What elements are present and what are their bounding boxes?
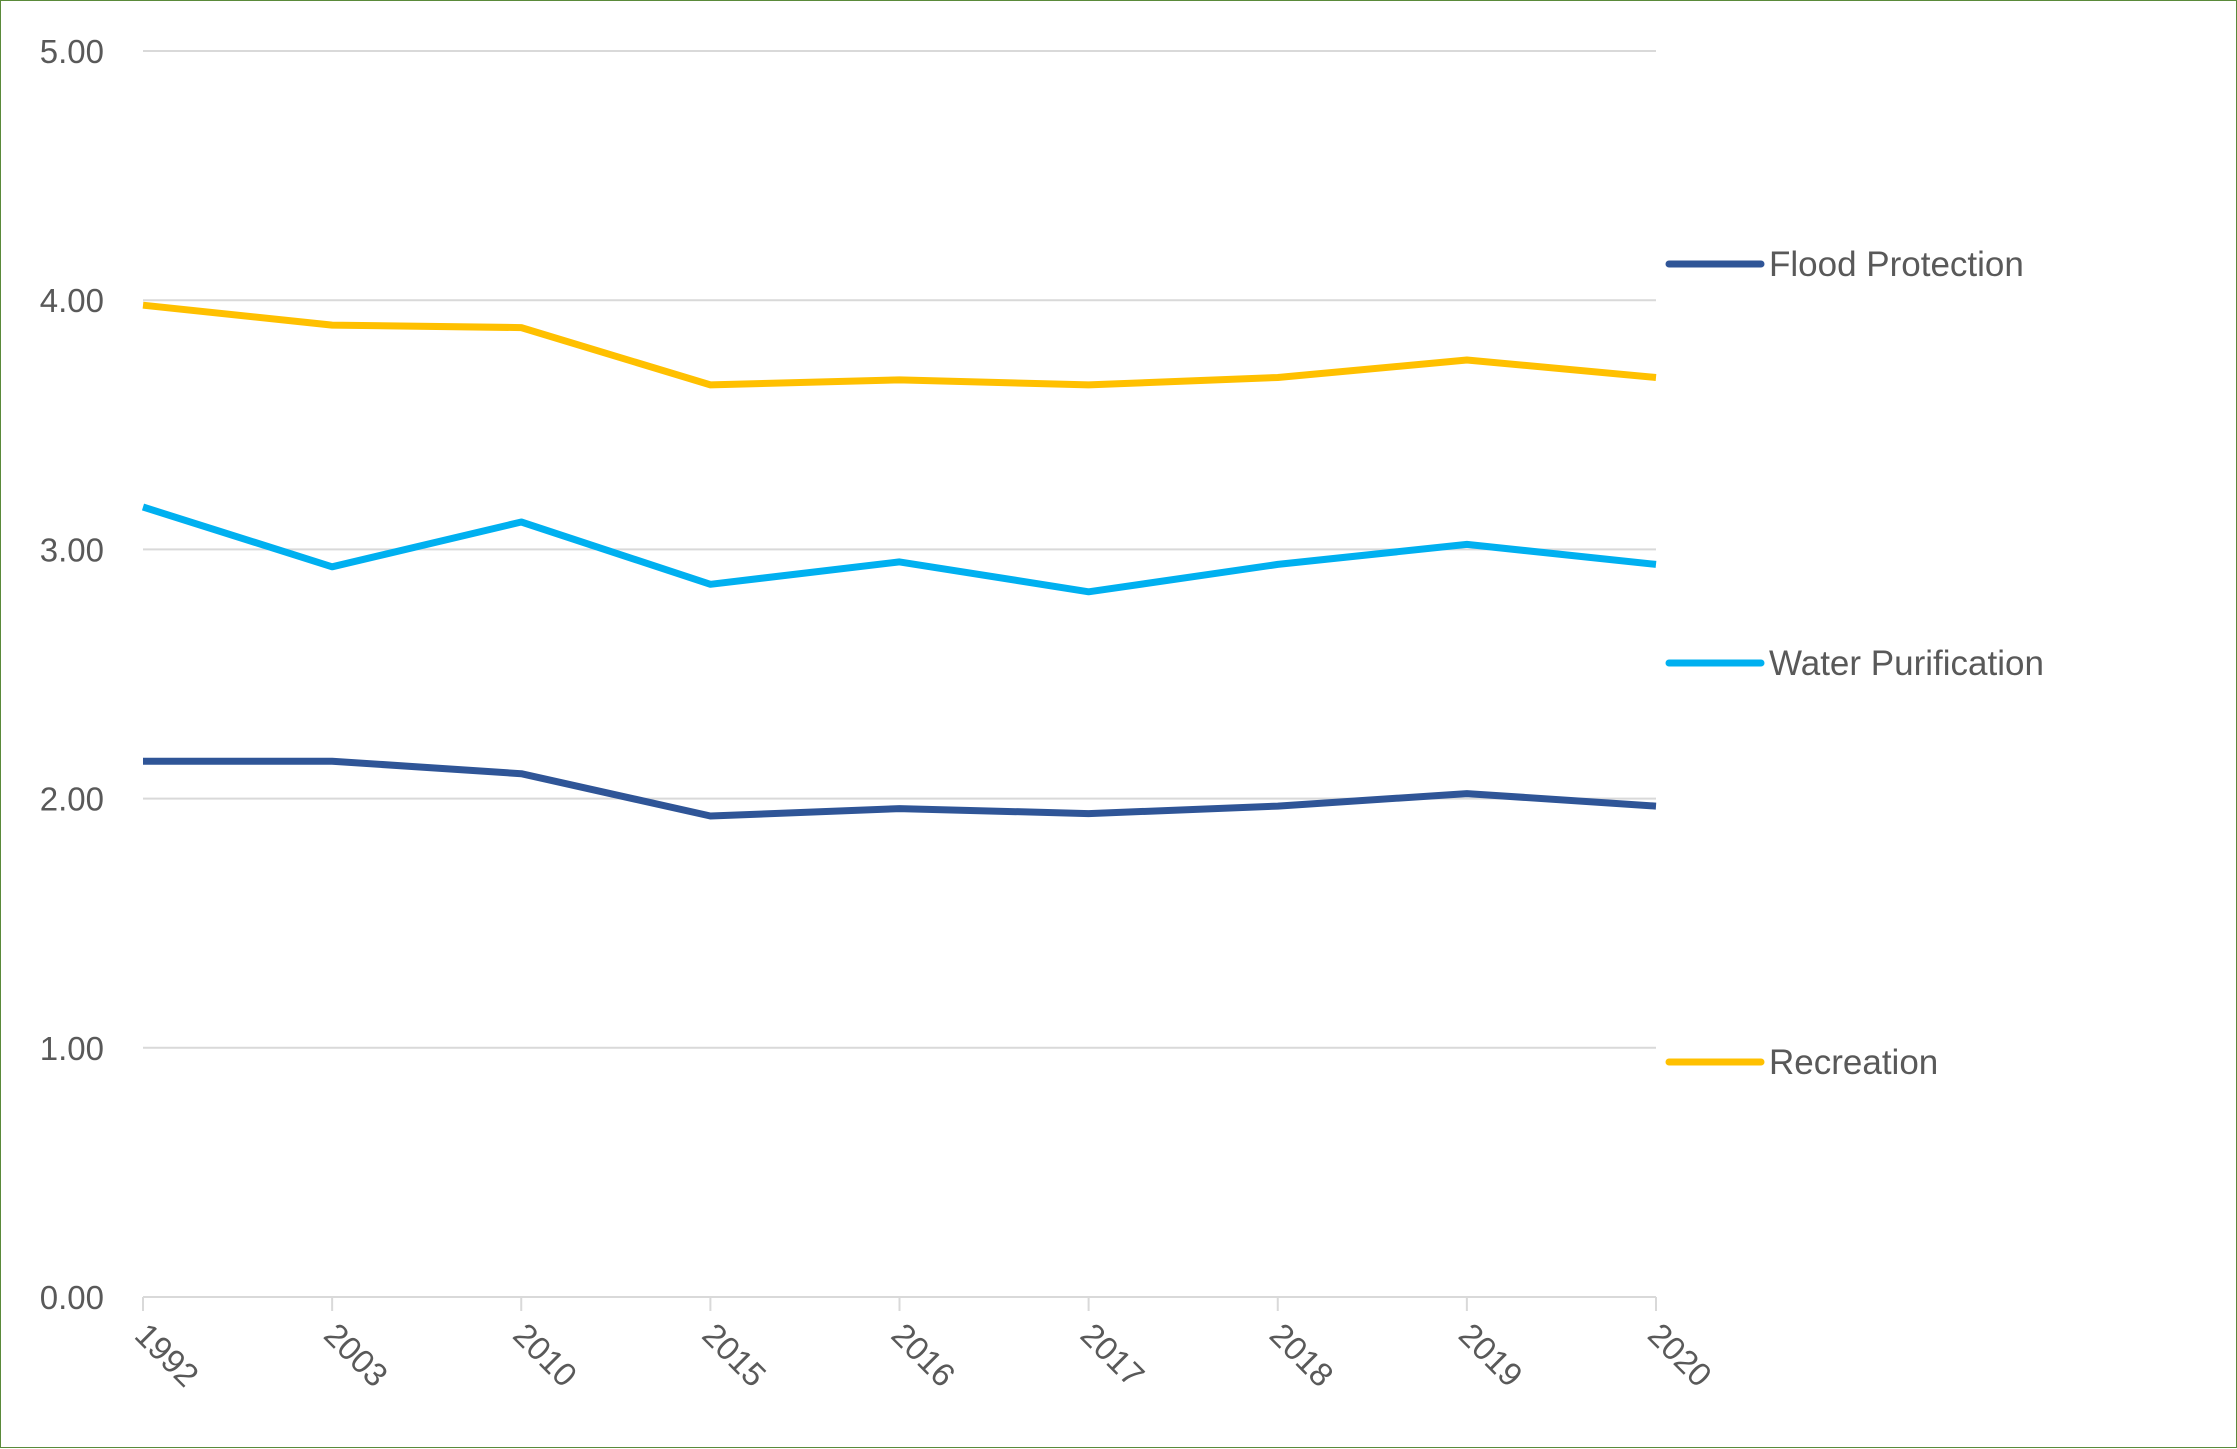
x-tick-label: 2003 xyxy=(317,1316,395,1394)
series-line-recreation xyxy=(142,301,1657,389)
x-axis xyxy=(142,1296,1657,1311)
series-line-flood-protection xyxy=(143,757,1657,820)
x-axis-tick-labels: 1992 2003 2010 2015 2016 2017 2018 2019 2020 xyxy=(128,1316,1719,1394)
series-lines xyxy=(141,301,1657,820)
legend-label: Water Purification xyxy=(1769,644,2044,683)
x-tick-label: 2018 xyxy=(1263,1316,1341,1394)
x-tick-label: 2015 xyxy=(695,1316,773,1394)
y-tick-label: 4.00 xyxy=(40,282,104,319)
y-tick-label: 1.00 xyxy=(40,1030,104,1067)
x-tick-label: 2010 xyxy=(506,1316,584,1394)
legend-label: Flood Protection xyxy=(1769,245,2024,284)
x-tick-label: 2020 xyxy=(1641,1316,1719,1394)
x-tick-label: 2016 xyxy=(885,1316,963,1394)
x-tick-label: 1992 xyxy=(128,1316,206,1394)
y-tick-label: 3.00 xyxy=(40,531,104,568)
x-tick-label: 2019 xyxy=(1452,1316,1530,1394)
y-tick-label: 5.00 xyxy=(40,33,104,70)
series-line-water-purification xyxy=(141,503,1657,596)
x-tick-label: 2017 xyxy=(1074,1316,1152,1394)
y-axis-tick-labels: 0.00 1.00 2.00 3.00 4.00 5.00 xyxy=(40,33,104,1316)
legend: Flood Protection Water Purification Recrea… xyxy=(1665,245,2044,1082)
y-tick-label: 2.00 xyxy=(40,781,104,818)
y-tick-label: 0.00 xyxy=(40,1279,104,1316)
legend-label: Recreation xyxy=(1769,1043,1938,1082)
